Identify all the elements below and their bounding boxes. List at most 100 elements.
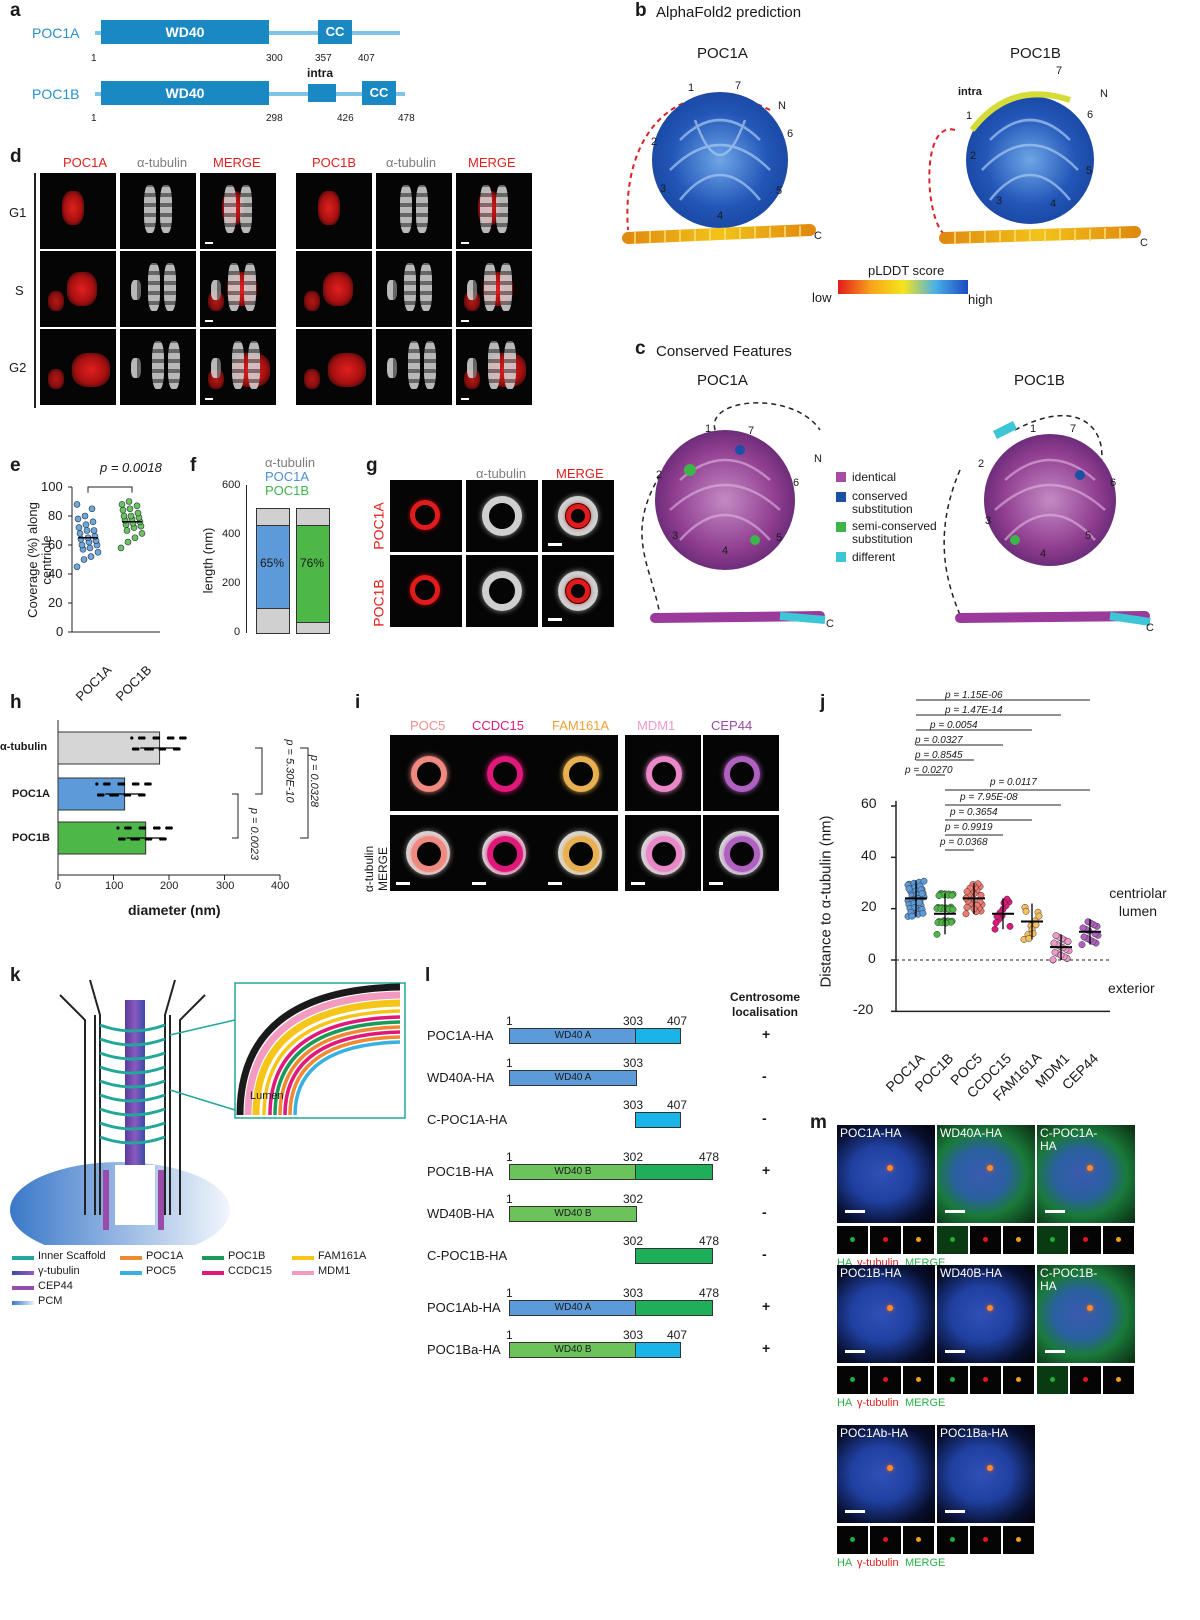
d-micrograph-r1-c5 [376,173,452,249]
k-legend-swatch-8 [12,1286,34,1290]
e-point-poc1b [138,530,146,537]
j-point-5 [1064,938,1072,945]
m-label-r1-c3: C-POC1A-HA [1040,1126,1098,1153]
j-yt-3: 40 [861,847,877,863]
e-point-poc1a [94,548,102,556]
m-inset-r3-c1-2 [903,1526,934,1554]
poc1a-cc-domain: CC [318,20,352,44]
i-micrograph-r1-c5 [703,735,779,811]
m-label-r2-c2: WD40B-HA [940,1266,1003,1280]
l-n3-5: 478 [699,1234,720,1248]
j-point-0 [919,909,927,917]
d-row-bracket [34,173,36,408]
i-micrograph-r1-c1 [390,735,466,811]
e-point-poc1b [120,512,128,520]
m-label-r1-c2: WD40A-HA [940,1126,1003,1140]
m-inset-r2-c2-1 [970,1366,1001,1394]
m-inset-r1-c2-2 [1003,1226,1034,1254]
plddt-title: pLDDT score [868,263,945,278]
j-point-5 [1050,939,1058,947]
h-p2: p = 0.0023 [248,807,261,861]
f-bar-poc1b-fill [297,525,329,623]
j-point-4 [1022,907,1030,915]
b-poc1a-n: N [778,100,786,112]
l-name-3: POC1B-HA [427,1164,494,1179]
d-right-h3: MERGE [468,155,516,170]
e-yt-5: 100 [41,479,63,494]
k-legend-label-8: CEP44 [38,1280,73,1292]
k-lumen-label: Lumen [250,1090,284,1102]
l-n3-7: 407 [667,1328,688,1342]
e-point-poc1a [83,527,91,534]
j-ylabel: Distance to α-tubulin (nm) [817,815,835,988]
k-legend-swatch-6 [202,1271,224,1275]
poc1a-wd40-propeller [652,92,788,228]
l-n3-3: 478 [699,1150,720,1164]
j-yt-1: 0 [868,950,876,966]
j-point-5 [1049,956,1057,964]
m-inset-r3-c1-0 [837,1526,868,1554]
poc1b-label: POC1B [32,86,80,102]
h-xt-1: 100 [105,880,124,892]
j-point-6 [1080,933,1088,941]
i-h-4: CEP44 [711,718,753,733]
m-caption-gtub-2: γ-tubulin [857,1557,899,1569]
c-poc1a-blade-1: 1 [705,423,712,435]
panel-m-letter: m [810,1112,827,1133]
m-inset-r2-c2-0 [937,1366,968,1394]
f-yt-2: 400 [222,528,241,540]
panel-b-letter: b [635,0,647,21]
m-label-r2-c3: C-POC1B-HA [1040,1266,1098,1293]
l-n1-1: 1 [506,1056,513,1070]
m-inset-r1-c3-0 [1037,1226,1068,1254]
d-right-h1: POC1B [312,155,357,170]
m-inset-r2-c2-2 [1003,1366,1034,1394]
k-legend-label-4: γ-tubulin [38,1265,80,1277]
poc1b-wd40-domain: WD40 [101,81,269,105]
legend-semi-label: semi-conserved substitution [852,519,937,546]
j-pbot-0: p = 0.0117 [990,777,1037,788]
panel-b-title: AlphaFold2 prediction [656,4,802,21]
m-inset-r1-c1-2 [903,1226,934,1254]
poc1a-n4: 407 [358,53,375,64]
d-micrograph-r3-c2 [120,329,196,405]
m-inset-r3-c2-2 [1003,1526,1034,1554]
f-yt-0: 0 [234,626,241,638]
l-result-4: - [762,1204,767,1220]
c-poc1a-blade-5: 5 [776,532,783,544]
m-label-r3-c2: POC1Ba-HA [940,1426,1009,1440]
j-point-4 [1035,912,1043,920]
c-poc1b-c: C [1146,622,1154,634]
l-wd-3: WD40 B [509,1164,637,1180]
h-xt-0: 0 [55,880,62,892]
c-poc1a-c: C [826,618,834,630]
e-point-poc1b [123,527,131,534]
i-micrograph-r1-c3 [542,735,618,811]
d-micrograph-r1-c4 [296,173,372,249]
panel-g-letter: g [366,455,378,476]
f-bar-poc1b-pct: 76% [300,556,325,570]
b-poc1a-blade-5: 5 [776,185,783,197]
m-micrograph-r2-c3: C-POC1B-HA [1037,1265,1135,1363]
j-pbot-1: p = 7.95E-08 [960,792,1018,803]
l-n1-7: 1 [506,1328,513,1342]
h-xlabel: diameter (nm) [128,902,221,918]
j-point-5 [1051,948,1059,956]
l-n1-4: 1 [506,1192,513,1206]
k-legend-label-7: MDM1 [318,1265,351,1277]
e-yt-2: 40 [48,566,63,581]
b-poc1b-blade-2: 2 [970,150,977,162]
l-ct-2 [635,1112,681,1128]
d-micrograph-r3-c5 [376,329,452,405]
i-micrograph-r1-c4 [625,735,701,811]
poc1a-n3: 357 [315,53,332,64]
d-left-h1: POC1A [63,155,108,170]
j-yt-4: 60 [861,795,877,811]
d-micrograph-r3-c4 [296,329,372,405]
l-name-4: WD40B-HA [427,1206,495,1221]
m-inset-r2-c3-0 [1037,1366,1068,1394]
d-micrograph-r2-c3 [200,251,276,327]
d-micrograph-r2-c1 [40,251,116,327]
l-n3-6: 478 [699,1286,720,1300]
l-n2-2: 303 [623,1098,644,1112]
